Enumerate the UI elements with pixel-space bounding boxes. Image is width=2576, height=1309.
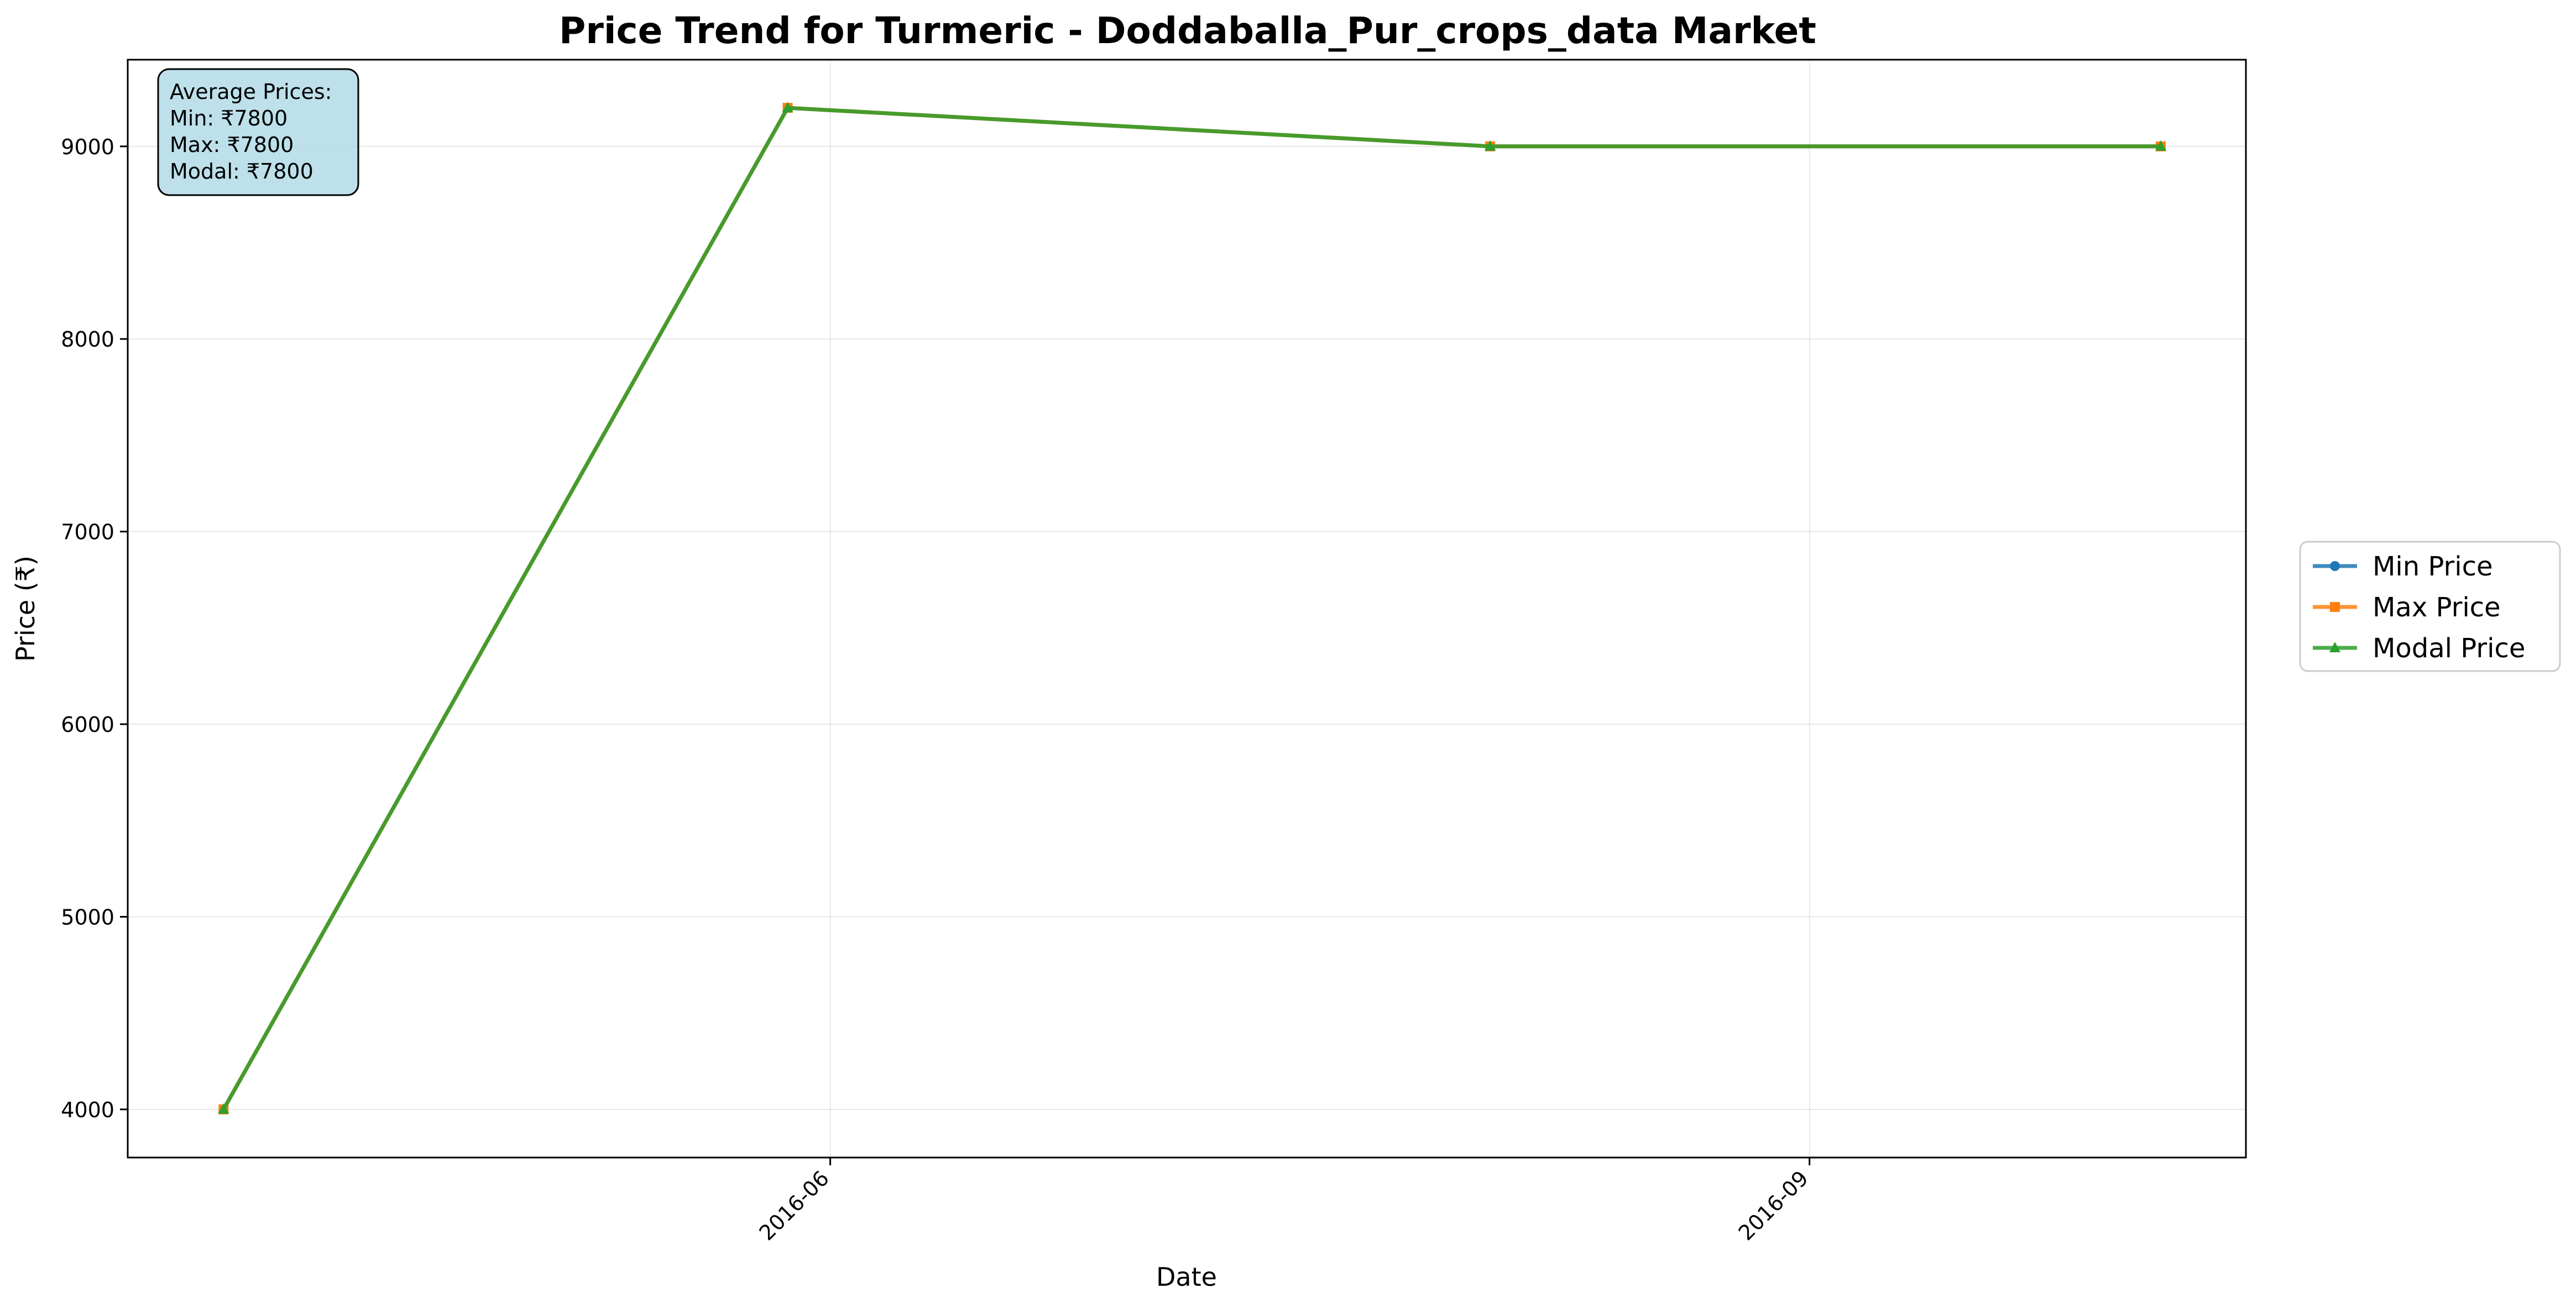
legend-item: Max Price xyxy=(2313,592,2501,623)
annotation-max: Max: ₹7800 xyxy=(170,133,294,157)
data-point xyxy=(2155,140,2166,151)
y-tick-label: 6000 xyxy=(61,713,114,737)
annotation-background xyxy=(157,68,359,196)
series-line xyxy=(221,106,2163,1112)
y-tick-label: 4000 xyxy=(61,1098,114,1122)
chart-title: Price Trend for Turmeric - Doddaballa_Pu… xyxy=(559,9,1816,52)
legend-label: Max Price xyxy=(2373,592,2501,623)
plot-area-frame xyxy=(127,59,2247,1159)
legend-swatch-marker xyxy=(2329,642,2340,652)
data-point xyxy=(782,102,793,113)
legend-item: Modal Price xyxy=(2313,633,2525,664)
legend-swatch-marker xyxy=(2330,602,2340,612)
chart-legend: Min Price Max Price Modal Price xyxy=(2299,541,2561,672)
average-prices-annotation: Average Prices: Min: ₹7800 Max: ₹7800 Mo… xyxy=(157,68,359,196)
x-axis-label: Date xyxy=(1156,1262,1217,1292)
legend-label: Min Price xyxy=(2373,551,2493,582)
annotation-heading: Average Prices: xyxy=(170,80,332,104)
legend-frame xyxy=(2299,541,2561,672)
legend-label: Modal Price xyxy=(2373,633,2525,664)
y-tick-label: 5000 xyxy=(61,905,114,929)
series-modal-price xyxy=(218,102,2166,1114)
y-axis-label: Price (₹) xyxy=(11,556,40,662)
legend-item: Min Price xyxy=(2313,551,2493,582)
y-tick-label: 9000 xyxy=(61,135,114,159)
annotation-min: Min: ₹7800 xyxy=(170,106,288,130)
data-point xyxy=(1485,140,1496,151)
data-point xyxy=(218,1103,229,1114)
y-tick-label: 8000 xyxy=(61,327,114,352)
series-lines xyxy=(218,102,2166,1114)
grid-lines xyxy=(128,60,2246,1158)
annotation-modal: Modal: ₹7800 xyxy=(170,159,313,184)
legend-swatch-marker xyxy=(2330,561,2340,571)
y-tick-label: 7000 xyxy=(61,520,114,544)
